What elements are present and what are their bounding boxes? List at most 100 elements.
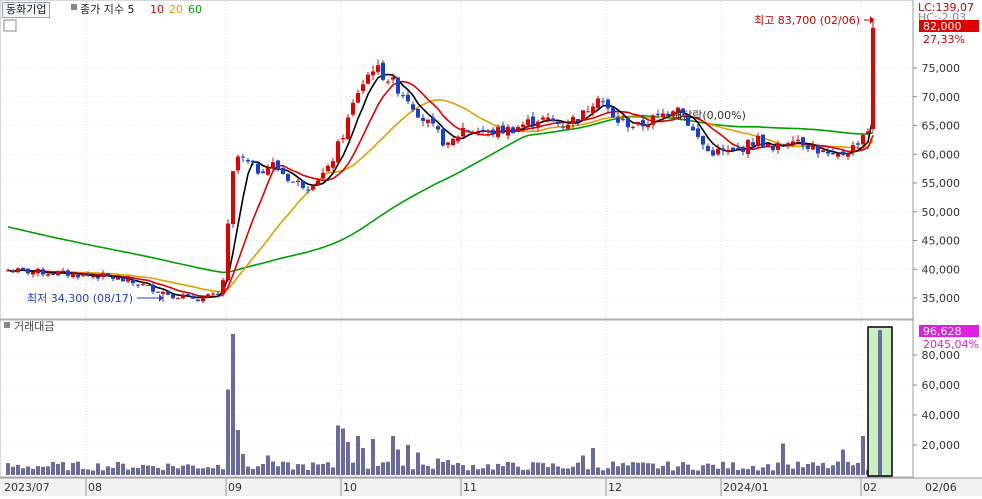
price-tick-label: 45,000 xyxy=(922,235,961,248)
volume-bar xyxy=(606,468,610,475)
candle-body xyxy=(161,291,165,294)
volume-bar xyxy=(221,469,225,475)
volume-bar xyxy=(286,462,290,475)
volume-bar xyxy=(686,464,690,475)
volume-bar xyxy=(361,448,365,475)
candle-body xyxy=(526,119,530,125)
candle-body xyxy=(131,279,135,284)
volume-bar xyxy=(646,463,650,475)
candle-body xyxy=(511,127,515,134)
volume-bar xyxy=(641,462,645,475)
volume-bar xyxy=(496,463,500,475)
candle-body xyxy=(236,156,240,171)
candle-body xyxy=(531,116,535,126)
ma-period-10: 10 xyxy=(150,3,164,16)
volume-bar xyxy=(511,462,515,475)
change-pct-label: 27,33% xyxy=(923,33,965,46)
candle-body xyxy=(636,121,640,125)
volume-bar xyxy=(131,467,135,475)
candle-body xyxy=(831,152,835,155)
lc-label: LC:139,07 xyxy=(918,1,974,14)
candle-body xyxy=(361,84,365,91)
candle-body xyxy=(781,144,785,146)
candle-body xyxy=(731,147,735,151)
date-label: 10 xyxy=(343,481,357,494)
candle-body xyxy=(181,294,185,299)
volume-bar xyxy=(246,466,250,475)
candle-body xyxy=(276,160,280,170)
candle-body xyxy=(706,146,710,152)
volume-bar xyxy=(341,428,345,475)
volume-bar xyxy=(616,466,620,475)
candle-body xyxy=(371,71,375,76)
candle-body xyxy=(821,150,825,152)
candle-body xyxy=(321,172,325,179)
volume-bar xyxy=(401,465,405,475)
price-tick-label: 65,000 xyxy=(922,120,961,133)
ma-period-20: 20 xyxy=(169,3,183,16)
volume-bar xyxy=(651,463,655,475)
candle-body xyxy=(96,276,100,279)
volume-last-badge xyxy=(919,325,979,337)
volume-bar xyxy=(356,436,360,475)
candle-body xyxy=(761,134,765,148)
date-axis-band xyxy=(0,478,982,496)
volume-bar xyxy=(581,455,585,475)
candle-body xyxy=(536,121,540,127)
volume-bar xyxy=(716,468,720,475)
volume-bar xyxy=(161,470,165,475)
candle-body xyxy=(231,171,235,224)
volume-last-label: 96,628 xyxy=(923,325,962,338)
candle-body xyxy=(136,284,140,286)
candle-body xyxy=(286,174,290,181)
candle-body xyxy=(611,107,615,118)
candle-body xyxy=(836,153,840,157)
volume-bar xyxy=(141,464,145,475)
volume-bar xyxy=(786,464,790,475)
volume-bar xyxy=(836,461,840,475)
price-tick-label: 50,000 xyxy=(922,206,961,219)
volume-bar xyxy=(461,465,465,475)
candle-body xyxy=(661,113,665,117)
volume-bar xyxy=(516,466,520,475)
candle-body xyxy=(501,125,505,134)
volume-bar xyxy=(481,468,485,475)
candle-body xyxy=(436,126,440,130)
date-label: 08 xyxy=(88,481,102,494)
candle-body xyxy=(606,99,610,109)
volume-bar xyxy=(456,463,460,475)
volume-bar xyxy=(181,465,185,475)
volume-bar xyxy=(61,462,65,475)
ma-period-60: 60 xyxy=(188,3,202,16)
volume-bar xyxy=(466,470,470,475)
volume-bar xyxy=(556,466,560,475)
volume-bar xyxy=(671,470,675,475)
candle-body xyxy=(626,118,630,128)
candle-body xyxy=(666,113,670,116)
candle-body xyxy=(806,145,810,149)
candle-body xyxy=(566,124,570,129)
volume-bar xyxy=(31,468,35,475)
volume-bar xyxy=(756,470,760,475)
candle-body xyxy=(556,121,560,124)
candle-body xyxy=(126,278,130,282)
candle-body xyxy=(766,144,770,147)
stock-name-tab[interactable]: 동화기업 xyxy=(2,2,51,18)
candle-body xyxy=(391,77,395,80)
volume-tick-label: 80,000 xyxy=(922,349,961,362)
candle-body xyxy=(26,268,30,274)
volume-bar xyxy=(336,425,340,475)
volume-bar xyxy=(21,468,25,475)
candle-body xyxy=(871,27,875,129)
candle-body xyxy=(791,141,795,145)
candle-body xyxy=(786,143,790,146)
volume-bar xyxy=(826,468,830,475)
volume-change-label: 2045,04% xyxy=(923,338,979,351)
volume-bar xyxy=(111,467,115,475)
candle-body xyxy=(266,167,270,175)
candle-body xyxy=(826,151,830,154)
high-annotation: 최고 83,700 (02/06) xyxy=(754,14,860,27)
volume-bar xyxy=(431,468,435,475)
